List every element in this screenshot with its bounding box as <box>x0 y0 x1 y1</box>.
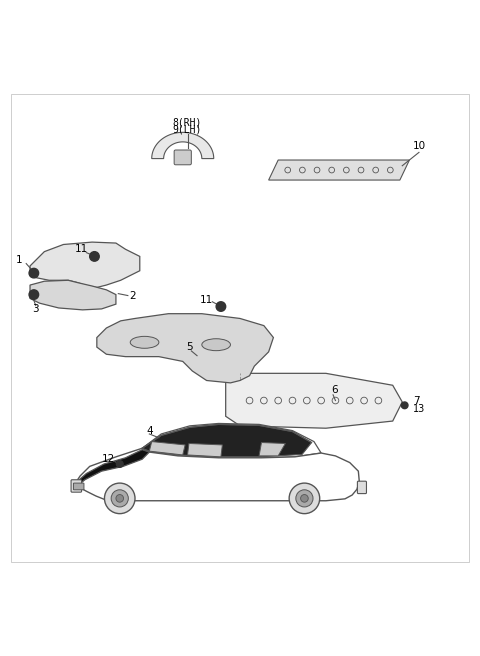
Text: 5: 5 <box>187 342 193 352</box>
Circle shape <box>29 268 38 278</box>
Circle shape <box>111 490 128 507</box>
FancyBboxPatch shape <box>174 150 192 165</box>
Text: 7: 7 <box>413 396 420 405</box>
FancyBboxPatch shape <box>71 480 82 492</box>
Polygon shape <box>188 443 222 457</box>
Circle shape <box>300 495 308 502</box>
Circle shape <box>289 483 320 514</box>
Circle shape <box>296 490 313 507</box>
Text: 10: 10 <box>412 142 426 152</box>
Text: 8(RH): 8(RH) <box>173 117 202 127</box>
Polygon shape <box>152 133 214 159</box>
Text: 13: 13 <box>413 404 425 414</box>
Circle shape <box>29 290 38 299</box>
Polygon shape <box>259 443 285 456</box>
Text: 9(LH): 9(LH) <box>173 124 202 134</box>
Circle shape <box>90 252 99 261</box>
Circle shape <box>105 483 135 514</box>
Polygon shape <box>269 160 409 180</box>
Polygon shape <box>97 314 274 383</box>
Polygon shape <box>75 450 149 487</box>
Polygon shape <box>30 242 140 287</box>
FancyBboxPatch shape <box>73 483 84 490</box>
Ellipse shape <box>202 338 230 351</box>
Text: 12: 12 <box>102 454 115 464</box>
Polygon shape <box>142 424 312 457</box>
Text: 11: 11 <box>200 295 213 305</box>
Circle shape <box>401 402 408 409</box>
Text: 1: 1 <box>16 255 23 265</box>
Polygon shape <box>142 423 321 458</box>
Circle shape <box>116 461 123 467</box>
Text: 2: 2 <box>129 291 136 300</box>
Polygon shape <box>226 373 402 428</box>
Circle shape <box>116 495 123 502</box>
Text: 3: 3 <box>33 304 39 314</box>
Ellipse shape <box>130 337 159 348</box>
Text: 6: 6 <box>331 385 338 395</box>
Text: 4: 4 <box>146 426 153 436</box>
Text: 11: 11 <box>75 244 88 255</box>
Circle shape <box>216 302 226 312</box>
Polygon shape <box>149 441 185 455</box>
Polygon shape <box>30 280 116 310</box>
Polygon shape <box>75 448 360 501</box>
FancyBboxPatch shape <box>358 482 366 493</box>
